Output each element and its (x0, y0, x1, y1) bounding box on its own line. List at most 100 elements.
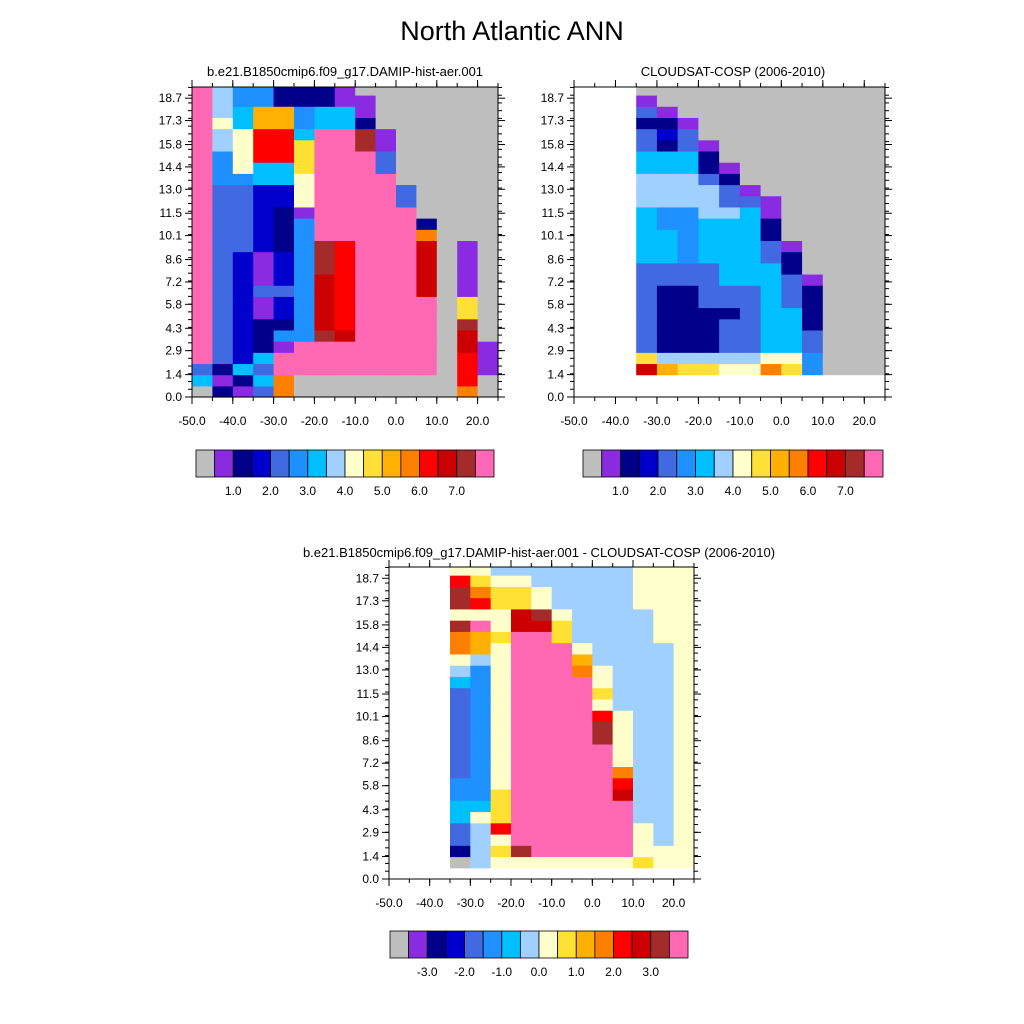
heatmap-cell (739, 296, 762, 309)
colorbar-swatch (363, 449, 383, 478)
heatmap-cell (592, 665, 614, 677)
heatmap-cell (416, 173, 438, 186)
heatmap-cell (273, 329, 295, 342)
colorbar-swatch (307, 449, 327, 478)
heatmap-cell (436, 128, 458, 141)
heatmap-cell (511, 788, 532, 801)
heatmap-cell (864, 117, 886, 130)
heatmap-cell (253, 94, 275, 107)
heatmap-cell (843, 341, 865, 353)
heatmap-cell (375, 273, 397, 286)
heatmap-cell (673, 755, 695, 768)
heatmap-cell (739, 94, 762, 107)
heatmap-cell (273, 273, 295, 286)
heatmap-cell (531, 642, 553, 655)
heatmap-cell (436, 195, 458, 208)
heatmap-cell (355, 251, 377, 264)
heatmap-cell (375, 106, 397, 118)
heatmap-cell (781, 94, 803, 107)
heatmap-cell (760, 139, 782, 152)
heatmap-cell (802, 117, 824, 130)
heatmap-cell (470, 620, 492, 632)
heatmap-cell (253, 218, 275, 230)
heatmap-cell (843, 206, 865, 219)
heatmap-cell (633, 698, 654, 711)
heatmap-cell (531, 766, 553, 779)
heatmap-cell (470, 732, 492, 745)
heatmap-cell (612, 631, 634, 644)
heatmap-cell (470, 743, 492, 756)
heatmap-cell (760, 106, 782, 118)
heatmap-cell (551, 811, 573, 824)
heatmap-cell (592, 845, 614, 858)
heatmap-cell (375, 285, 397, 297)
heatmap-cell (450, 811, 471, 824)
heatmap-cell (511, 642, 532, 655)
heatmap-cell (531, 608, 553, 621)
heatmap-cell (739, 240, 762, 253)
y-tick-label: 1.4 (547, 368, 564, 382)
heatmap-cell (273, 341, 295, 353)
heatmap-cell (436, 173, 458, 186)
y-tick-label: 2.9 (362, 825, 379, 839)
heatmap-cell (212, 87, 234, 96)
heatmap-cell (477, 307, 499, 320)
heatmap-cell (232, 318, 254, 331)
heatmap-cell (612, 642, 634, 655)
heatmap-cell (511, 755, 532, 768)
heatmap-cell (864, 251, 886, 264)
heatmap-cell (781, 229, 803, 242)
heatmap-cell (396, 87, 417, 96)
x-tick-label: -20.0 (301, 414, 329, 428)
heatmap-cell (719, 139, 741, 152)
heatmap-cell (633, 743, 654, 756)
heatmap-cell (253, 251, 275, 264)
heatmap-cell (653, 687, 675, 700)
colorbar-label: 1.0 (612, 484, 629, 498)
heatmap-cell (531, 710, 553, 722)
heatmap-cell (232, 352, 254, 365)
heatmap-cell (636, 318, 658, 331)
heatmap-cell (273, 385, 295, 398)
heatmap-cell (572, 710, 593, 722)
heatmap-cell (436, 318, 458, 331)
colorbar-swatch (325, 449, 346, 478)
heatmap-cell (760, 352, 782, 365)
heatmap-cell (436, 374, 458, 387)
heatmap-cell (314, 218, 336, 230)
heatmap-cell (653, 710, 675, 722)
panel-observation: CLOUDSAT-COSP (2006-2010) -50.0 -40.0 -30.0… (541, 64, 892, 498)
heatmap-cell (864, 307, 886, 320)
heatmap-cell (416, 94, 438, 107)
heatmap-cell (314, 374, 336, 387)
heatmap-cell (653, 811, 675, 824)
heatmap-cell (355, 296, 377, 309)
heatmap-cell (416, 352, 438, 365)
heatmap-cell (760, 341, 782, 353)
plot-title: b.e21.B1850cmip6.f09_g17.DAMIP-hist-aer.… (207, 64, 483, 79)
heatmap-cell (633, 732, 654, 745)
heatmap-cell (232, 162, 254, 174)
colorbar-swatch (251, 449, 271, 478)
heatmap-cell (653, 620, 675, 632)
heatmap-cell (450, 653, 471, 666)
heatmap-cell (677, 352, 699, 365)
heatmap-cell (802, 106, 824, 118)
heatmap-cell (273, 106, 295, 118)
heatmap-cell (416, 195, 438, 208)
heatmap-cell (677, 218, 699, 230)
heatmap-cell (864, 318, 886, 331)
heatmap-cell (511, 732, 532, 745)
heatmap-cell (314, 229, 336, 242)
heatmap-cell (551, 743, 573, 756)
heatmap-cell (719, 273, 741, 286)
heatmap-cell (636, 206, 658, 219)
x-tick-label: 10.0 (621, 896, 645, 910)
heatmap-cell (450, 631, 471, 644)
heatmap-cell (273, 206, 295, 219)
heatmap-cell (592, 642, 614, 655)
heatmap-cell (653, 833, 675, 846)
heatmap-cell (253, 352, 275, 365)
heatmap-cell (633, 777, 654, 790)
colorbar-swatch (613, 930, 633, 959)
